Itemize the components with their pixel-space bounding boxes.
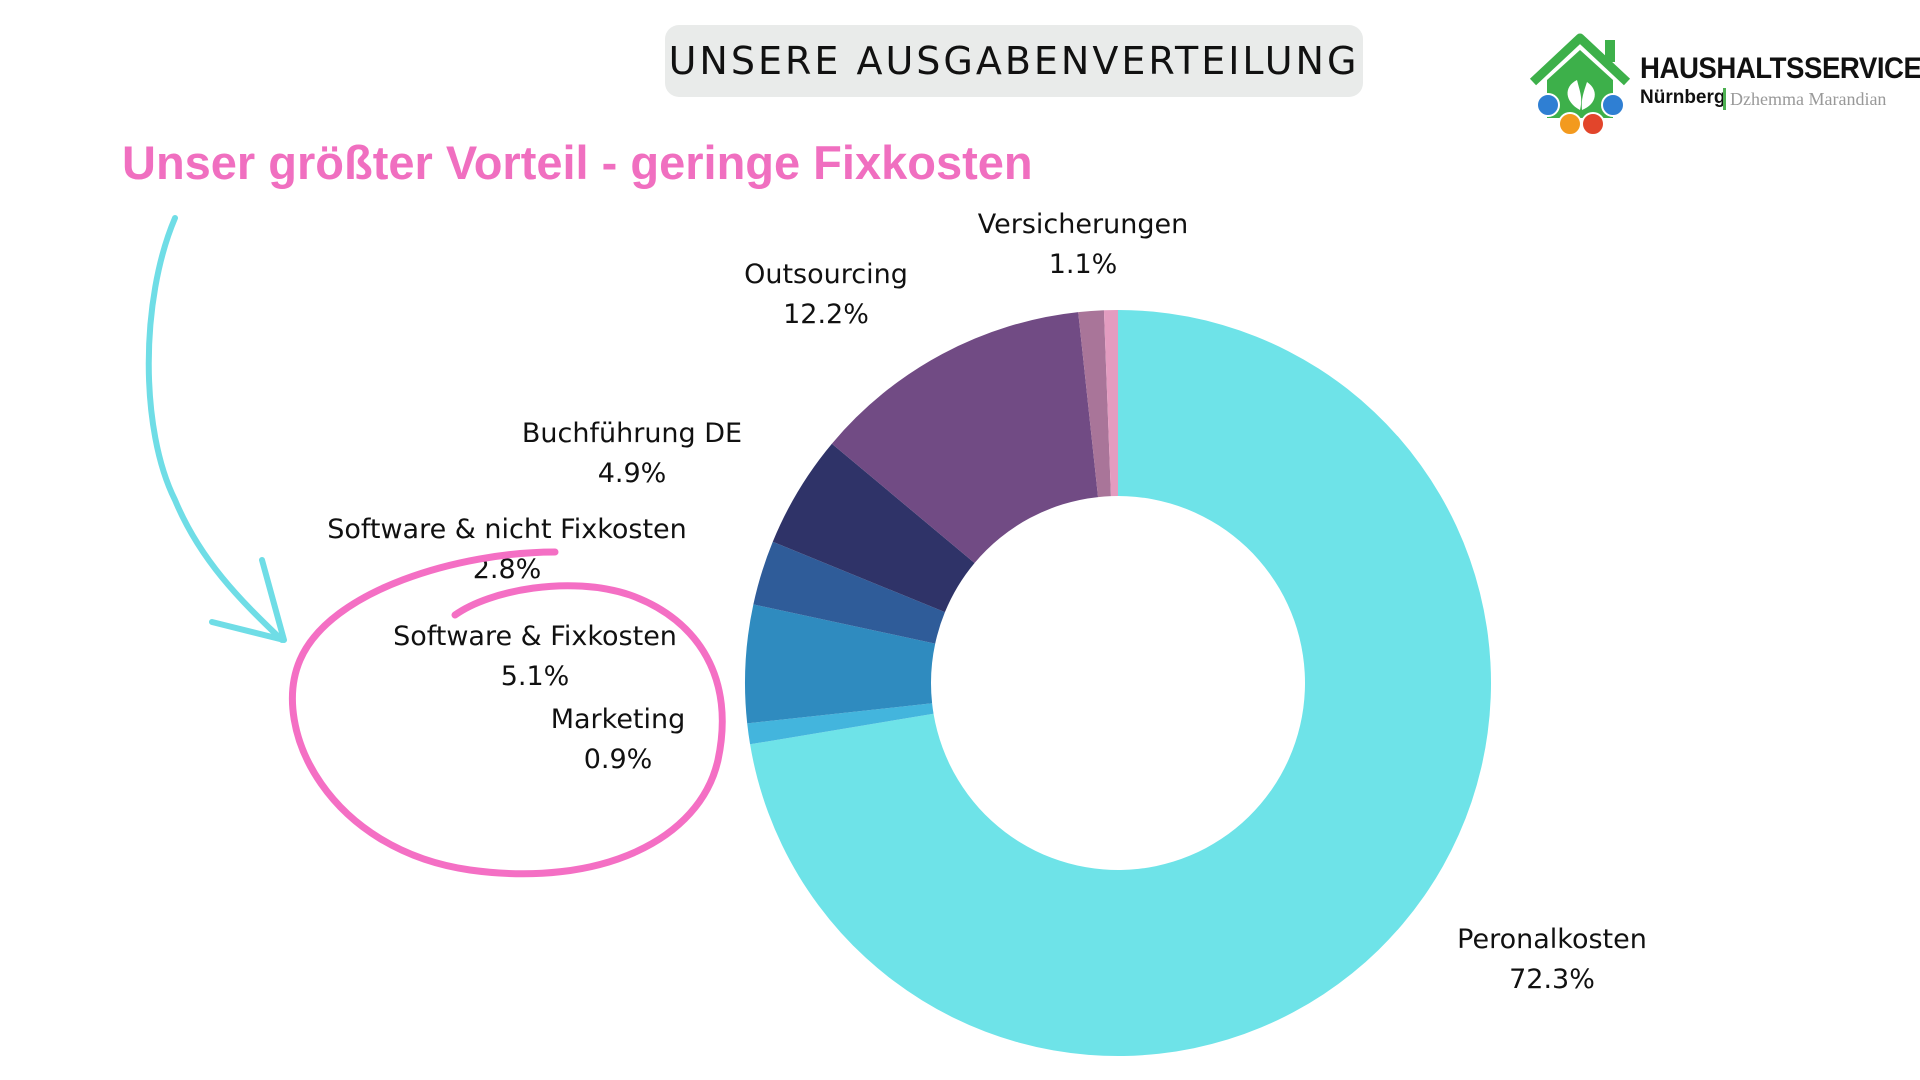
slice-label-value: 0.9%	[584, 744, 653, 775]
slice-outsourcing	[831, 312, 1099, 564]
page-title: UNSERE AUSGABENVERTEILUNG	[668, 39, 1360, 83]
slice-label-value: 1.1%	[1049, 249, 1118, 280]
annotation-arrow-icon	[145, 215, 285, 643]
slice-label-value: 4.9%	[598, 458, 667, 489]
annotation-arrow-head-icon	[209, 557, 287, 643]
slice-unlabeled	[1103, 310, 1118, 497]
slice-versicherungen	[1078, 310, 1111, 498]
page-subtitle: Unser größter Vorteil - geringe Fixkoste…	[122, 136, 1033, 189]
logo-company-name: HAUSHALTSSERVICE	[1640, 52, 1920, 85]
slice-label-name: Marketing	[551, 704, 686, 735]
slice-label-value: 72.3%	[1509, 964, 1595, 995]
house-logo-icon	[1529, 33, 1631, 136]
title-banner: UNSERE AUSGABENVERTEILUNG	[665, 25, 1363, 97]
slice-buchf-hrung-de	[772, 443, 975, 613]
slice-label-name: Versicherungen	[978, 209, 1188, 240]
slice-software-nicht-fixkosten	[753, 541, 945, 644]
slice-label-value: 5.1%	[501, 661, 570, 692]
slice-label-name: Software & Fixkosten	[393, 621, 677, 652]
slice-software-fixkosten	[744, 604, 936, 724]
slice-peronalkosten	[750, 310, 1491, 1056]
donut-slices	[744, 310, 1491, 1056]
logo-city: Nürnberg	[1640, 87, 1726, 108]
logo-owner: Dzhemma Marandian	[1730, 89, 1887, 109]
slice-label-name: Software & nicht Fixkosten	[327, 514, 687, 545]
logo-separator	[1723, 88, 1726, 110]
slice-marketing	[747, 703, 934, 745]
slice-label-value: 12.2%	[783, 299, 869, 330]
slice-label-name: Outsourcing	[744, 259, 908, 290]
annotation-circle-icon	[288, 548, 726, 878]
slice-label-name: Buchführung DE	[522, 418, 742, 449]
slice-labels: Peronalkosten 72.3% Marketing 0.9% Software …	[327, 209, 1647, 995]
slice-label-name: Peronalkosten	[1457, 924, 1647, 955]
company-logo: HAUSHALTSSERVICE Nürnberg Dzhemma Marand…	[1525, 32, 1920, 142]
